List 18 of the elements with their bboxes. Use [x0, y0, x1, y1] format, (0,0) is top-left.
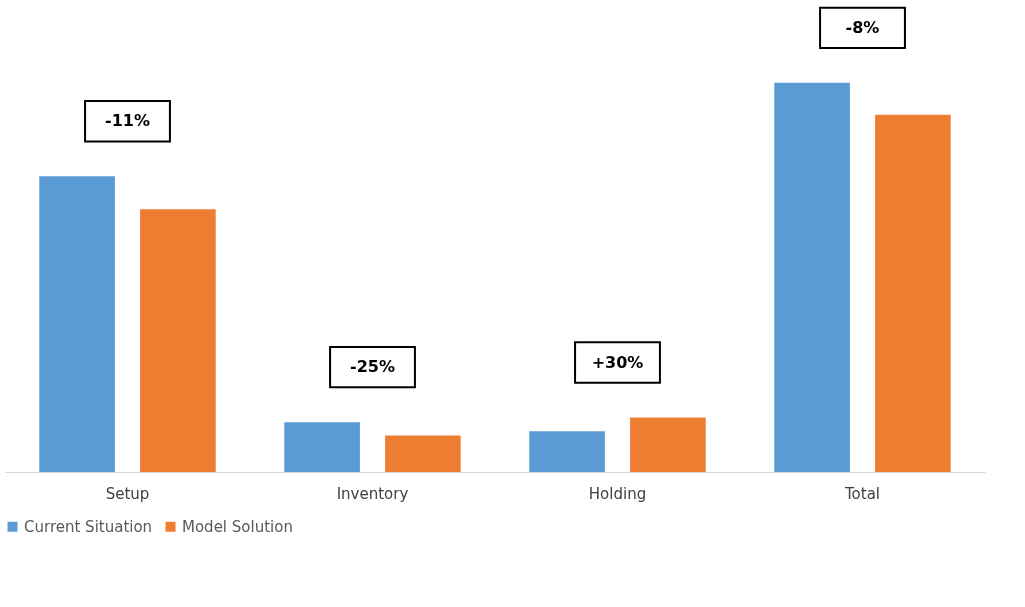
bar: [529, 431, 605, 472]
bar: [284, 422, 360, 472]
annotation: -11%: [105, 111, 150, 131]
bar: [630, 417, 706, 472]
bar: [385, 435, 461, 472]
legend-label: Model Solution: [182, 517, 293, 536]
annotation: -25%: [350, 357, 395, 377]
bar: [774, 82, 850, 472]
text: -8%: [845, 17, 880, 37]
x-tick-label: Holding: [588, 484, 647, 503]
x-tick-label: Setup: [105, 484, 150, 503]
bar: [875, 114, 951, 472]
legend-label: Current Situation: [24, 517, 153, 536]
annotation: +30%: [591, 352, 644, 372]
bar: [140, 209, 216, 472]
x-tick-label: Inventory: [336, 484, 409, 503]
bar: [39, 176, 115, 472]
x-tick-label: Total: [843, 484, 881, 503]
